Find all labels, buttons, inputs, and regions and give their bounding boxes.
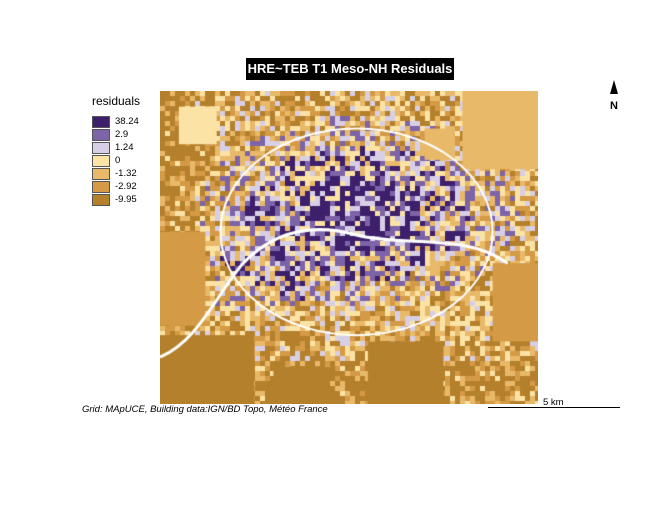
residuals-map [160, 91, 538, 404]
legend-swatch [92, 129, 110, 141]
legend-label: 1.24 [115, 142, 134, 153]
legend-label: -1.32 [115, 168, 137, 179]
north-arrow: N [604, 80, 624, 114]
legend-swatch [92, 116, 110, 128]
scale-bar [488, 407, 620, 408]
legend-label: 0 [115, 155, 121, 166]
legend-label: -9.95 [115, 194, 137, 205]
legend-swatch [92, 194, 110, 206]
legend-swatch [92, 168, 110, 180]
legend-label: 2.9 [115, 129, 129, 140]
north-label: N [610, 100, 618, 112]
legend-label: 38.24 [115, 116, 139, 127]
legend-swatch [92, 142, 110, 154]
map-title: HRE~TEB T1 Meso-NH Residuals [246, 58, 454, 80]
legend-title: residuals [92, 94, 141, 108]
legend-swatch [92, 155, 110, 167]
legend-label: -2.92 [115, 181, 137, 192]
scale-label: 5 km [543, 397, 564, 408]
map-credit: Grid: MApUCE, Building data:IGN/BD Topo,… [82, 404, 328, 415]
legend-swatch [92, 181, 110, 193]
north-arrow-icon [610, 80, 618, 94]
